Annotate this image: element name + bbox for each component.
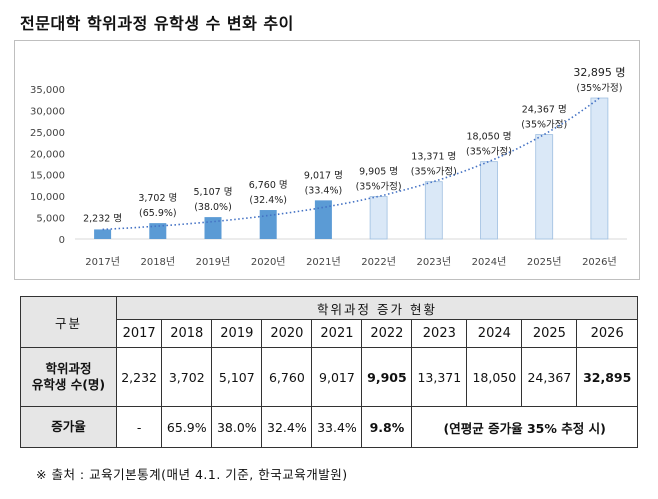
data-label-rate: (65.9%) (139, 208, 177, 219)
data-label-rate: (35%가정) (521, 120, 567, 131)
year-header: 2021 (311, 319, 363, 348)
y-tick-label: 0 (59, 235, 65, 246)
row-label-line2: 유학생 수(명) (31, 377, 106, 392)
table-cell: 3,702 (161, 347, 213, 407)
bar (590, 97, 609, 240)
bar (204, 217, 222, 239)
x-tick-label: 2026년 (582, 256, 617, 268)
bar (424, 181, 443, 240)
data-label-rate: (35%가정) (466, 147, 512, 158)
stats-table: 구분 학위과정 증가 현황 2017 2018 2019 2020 2021 2… (20, 296, 638, 448)
x-tick-label: 2022년 (361, 256, 396, 268)
year-header: 2017 (115, 319, 163, 348)
x-tick-label: 2021년 (306, 256, 341, 268)
y-tick-label: 25,000 (30, 128, 65, 139)
bar (149, 223, 167, 239)
table-cell: 65.9% (161, 406, 213, 448)
data-label-count: 13,371 명 (411, 152, 456, 163)
header-category: 구분 (20, 296, 117, 348)
year-header: 2022 (361, 319, 413, 348)
bar (535, 134, 554, 240)
row-label-growth: 증가율 (20, 406, 117, 448)
table-cell: 9,017 (311, 347, 363, 407)
y-tick-label: 30,000 (30, 106, 65, 117)
year-header: 2024 (466, 319, 523, 348)
table-cell: 32.4% (261, 406, 313, 448)
data-label-count: 3,702 명 (138, 193, 177, 204)
data-label-count: 32,895 명 (573, 66, 625, 79)
x-tick-label: 2025년 (527, 256, 562, 268)
data-label-count: 9,017 명 (304, 170, 343, 181)
y-tick-label: 35,000 (30, 85, 65, 96)
year-header: 2020 (261, 319, 313, 348)
data-label-rate: (35%가정) (411, 167, 457, 178)
table-cell: - (115, 406, 163, 448)
trend-line (102, 97, 600, 231)
y-tick-label: 15,000 (30, 171, 65, 182)
year-header: 2025 (521, 319, 578, 348)
row-label-students: 학위과정 유학생 수(명) (20, 347, 117, 407)
x-tick-label: 2018년 (140, 256, 175, 268)
x-tick-label: 2024년 (472, 256, 507, 268)
growth-note: (연평균 증가율 35% 추정 시) (411, 406, 638, 448)
bar (259, 210, 277, 239)
table-cell: 24,367 (521, 347, 578, 407)
table-cell: 32,895 (576, 347, 638, 407)
data-label-count: 18,050 명 (466, 132, 511, 143)
y-tick-label: 10,000 (30, 192, 65, 203)
bar (480, 161, 498, 240)
table-cell: 13,371 (411, 347, 468, 407)
data-label-count: 2,232 명 (83, 213, 122, 224)
table-cell: 9.8% (361, 406, 413, 448)
year-header: 2018 (161, 319, 213, 348)
data-label-count: 5,107 명 (194, 187, 233, 198)
table-cell: 2,232 (115, 347, 163, 407)
page-title: 전문대학 학위과정 유학생 수 변화 추이 (20, 14, 294, 33)
table-cell: 18,050 (466, 347, 523, 407)
data-label-count: 9,905 명 (359, 167, 398, 178)
year-header: 2023 (411, 319, 468, 348)
data-label-rate: (38.0%) (194, 202, 232, 213)
bar-chart: 0 5,000 10,000 15,000 20,000 25,000 30,000 35,0… (30, 66, 627, 268)
data-label-count: 24,367 명 (522, 105, 567, 116)
table-cell: 6,760 (261, 347, 313, 407)
year-header: 2019 (211, 319, 263, 348)
row-label-line1: 학위과정 (45, 361, 92, 376)
x-tick-label: 2023년 (416, 256, 451, 268)
bar (314, 200, 332, 239)
data-label-count: 6,760 명 (249, 180, 288, 191)
chart-frame: 0 5,000 10,000 15,000 20,000 25,000 30,000 35,0… (14, 40, 640, 280)
table-cell: 33.4% (311, 406, 363, 448)
data-label-rate: (35%가정) (576, 83, 622, 94)
table-cell: 38.0% (211, 406, 263, 448)
y-tick-label: 20,000 (30, 149, 65, 160)
data-label-rate: (35%가정) (356, 182, 402, 193)
year-header: 2026 (576, 319, 638, 348)
header-group: 학위과정 증가 현황 (116, 296, 638, 320)
x-tick-label: 2020년 (251, 256, 286, 268)
source-note: ※ 출처 : 교육기본통계(매년 4.1. 기준, 한국교육개발원) (36, 467, 348, 482)
bar (94, 229, 112, 239)
table-cell: 9,905 (361, 347, 413, 407)
x-tick-label: 2017년 (85, 256, 120, 268)
y-tick-label: 5,000 (36, 214, 65, 225)
data-label-rate: (33.4%) (305, 185, 343, 196)
x-tick-label: 2019년 (196, 256, 231, 268)
data-label-rate: (32.4%) (249, 195, 287, 206)
bar (369, 196, 388, 240)
table-cell: 5,107 (211, 347, 263, 407)
